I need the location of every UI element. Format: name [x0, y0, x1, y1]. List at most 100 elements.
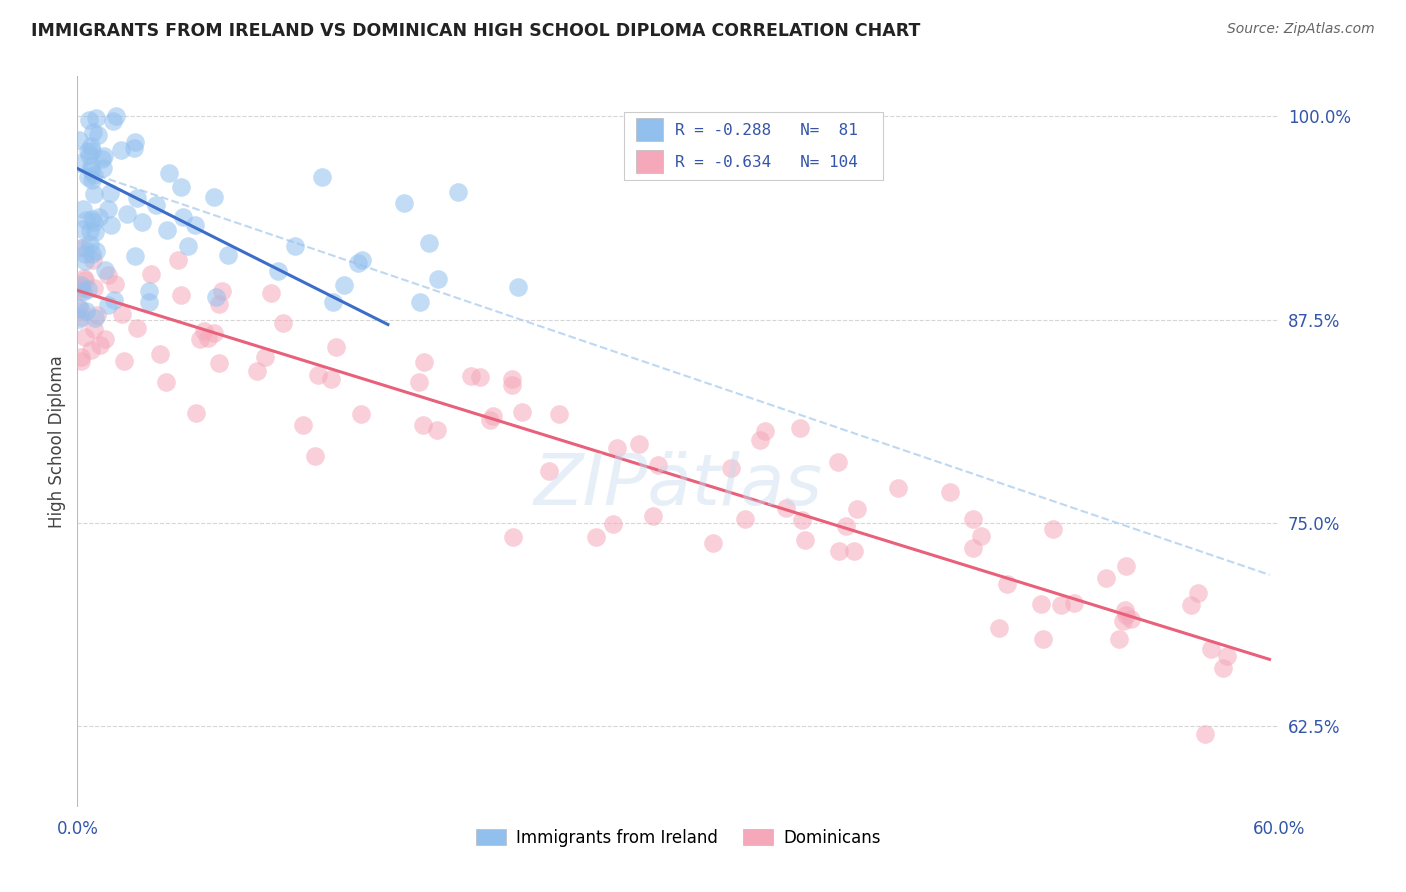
Point [1063, 596, 1085, 610]
Point [75, 254, 97, 268]
Point [789, 421, 811, 435]
Point [79, 237, 101, 252]
Point [319, 372, 342, 386]
Point [72, 285, 94, 299]
Text: 0.0%: 0.0% [56, 821, 98, 838]
Point [208, 296, 231, 310]
Point [83, 169, 105, 183]
Point [827, 543, 849, 558]
Point [145, 197, 167, 211]
Point [827, 455, 849, 469]
Point [197, 331, 219, 345]
Point [307, 368, 329, 382]
Point [793, 533, 815, 547]
Point [82, 173, 104, 187]
Point [77, 281, 100, 295]
Point [427, 272, 450, 286]
Point [1212, 661, 1234, 675]
Point [627, 437, 650, 451]
Point [82, 145, 104, 159]
Point [82, 253, 104, 268]
Point [117, 207, 139, 221]
Point [77, 148, 100, 162]
Point [322, 294, 344, 309]
Point [70, 242, 93, 256]
Point [202, 190, 225, 204]
Point [89, 338, 111, 352]
Point [83, 281, 105, 295]
Point [167, 253, 190, 268]
Text: R = -0.288   N=  81: R = -0.288 N= 81 [675, 123, 858, 138]
Point [547, 408, 569, 422]
Text: 60.0%: 60.0% [1253, 821, 1306, 838]
Point [1180, 598, 1202, 612]
Point [77, 112, 100, 127]
Point [70, 350, 93, 364]
Point [479, 413, 502, 427]
Text: IMMIGRANTS FROM IRELAND VS DOMINICAN HIGH SCHOOL DIPLOMA CORRELATION CHART: IMMIGRANTS FROM IRELAND VS DOMINICAN HIG… [31, 22, 921, 40]
Point [124, 249, 146, 263]
Point [93, 149, 115, 163]
Point [80, 212, 103, 227]
Point [72, 202, 94, 217]
Point [86, 244, 108, 258]
Point [86, 308, 108, 322]
Point [211, 284, 233, 298]
Point [510, 405, 533, 419]
Point [962, 541, 984, 555]
Point [90, 152, 112, 166]
Point [1108, 632, 1130, 647]
Point [501, 371, 523, 385]
Point [887, 481, 910, 495]
Point [208, 356, 231, 370]
Text: Source: ZipAtlas.com: Source: ZipAtlas.com [1227, 22, 1375, 37]
Point [169, 288, 191, 302]
Point [73, 247, 96, 261]
Point [67, 301, 90, 316]
Point [176, 239, 198, 253]
Point [284, 238, 307, 252]
Point [105, 109, 128, 123]
Point [79, 224, 101, 238]
Point [962, 512, 984, 526]
Point [939, 484, 962, 499]
Point [70, 310, 93, 324]
Point [1112, 614, 1135, 628]
Bar [637, 118, 662, 141]
Point [83, 321, 105, 335]
Point [205, 290, 228, 304]
Y-axis label: High School Diploma: High School Diploma [48, 355, 66, 528]
Point [1042, 522, 1064, 536]
Point [508, 280, 530, 294]
Point [1115, 607, 1137, 622]
Point [350, 407, 373, 421]
Point [75, 272, 97, 286]
Point [138, 284, 160, 298]
FancyBboxPatch shape [624, 112, 883, 179]
Point [217, 247, 239, 261]
Point [87, 128, 110, 142]
Point [412, 418, 434, 433]
Point [73, 270, 96, 285]
Point [156, 223, 179, 237]
Point [246, 364, 269, 378]
Point [754, 424, 776, 438]
Point [84, 311, 107, 326]
Point [1032, 632, 1054, 646]
Point [72, 240, 94, 254]
Point [70, 303, 93, 318]
Point [408, 375, 430, 389]
Point [82, 125, 104, 139]
Point [100, 218, 122, 232]
Point [1115, 559, 1137, 574]
Point [80, 247, 103, 261]
Point [311, 170, 333, 185]
Point [77, 169, 100, 184]
Point [103, 277, 125, 292]
Point [110, 144, 132, 158]
Point [70, 281, 93, 295]
Point [155, 375, 177, 389]
Point [1114, 603, 1136, 617]
Point [79, 159, 101, 173]
Legend: Immigrants from Ireland, Dominicans: Immigrants from Ireland, Dominicans [470, 822, 887, 854]
